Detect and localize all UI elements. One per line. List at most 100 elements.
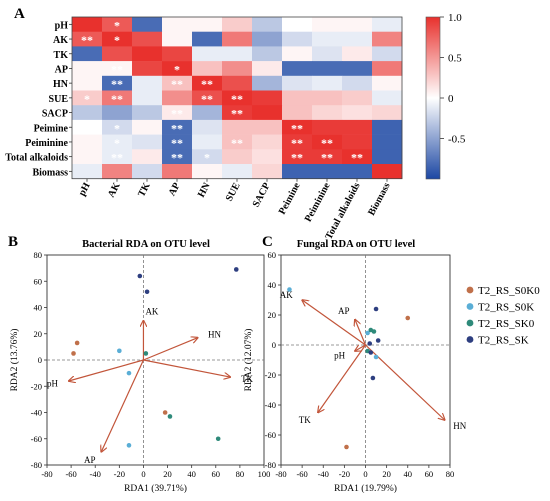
vector-arrow-ap: [101, 359, 144, 452]
significance-mark: **: [321, 151, 333, 165]
y-tick-label: -20: [31, 381, 42, 391]
sample-point-t2_rs_sk: [370, 375, 376, 381]
heatmap-cell: [192, 105, 223, 121]
sample-point-t2_rs_s0k0: [74, 340, 80, 346]
heatmap-cell: [372, 119, 403, 135]
sample-point-t2_rs_sk: [368, 350, 374, 355]
heatmap-cell: [102, 164, 133, 179]
heatmap-cell: [72, 90, 103, 106]
vector-arrow-tk: [143, 359, 230, 377]
significance-mark: **: [111, 151, 123, 165]
heatmap-cell: [192, 31, 223, 47]
legend-label: T2_RS_SK: [478, 335, 529, 347]
colorbar-gradient: [426, 17, 440, 179]
heatmap-cell: [312, 164, 343, 179]
heatmap-cell: [372, 17, 403, 32]
vector-arrow-tk: [318, 344, 366, 413]
heatmap-cell: [342, 90, 373, 106]
heatmap-cell: [222, 105, 253, 121]
vector-label-ph: pH: [47, 378, 59, 388]
heatmap-cell: [312, 17, 343, 32]
heatmap-cell: [252, 75, 283, 91]
heatmap-cell: [252, 149, 283, 165]
vector-label-tk: TK: [299, 415, 311, 425]
heatmap-cell: [162, 164, 193, 179]
significance-mark: *: [114, 121, 120, 135]
heatmap-cell: [342, 46, 373, 62]
heatmap-cell: [192, 17, 223, 32]
sample-point-t2_rs_s0k0: [71, 351, 76, 356]
heatmap-cell: [372, 134, 403, 150]
heatmap-cell: [342, 105, 373, 121]
significance-mark: **: [231, 136, 243, 150]
heatmap-cell: [222, 46, 253, 62]
heatmap-cell: [282, 61, 313, 77]
heatmap-cell: [222, 164, 253, 179]
vector-label-ap: AP: [338, 306, 350, 316]
correlation-heatmap: *** *** *** ** *** ** ** **** *** ** *** ** ** ** ****…: [5, 16, 403, 241]
heatmap-cell: [72, 134, 103, 150]
heatmap-cell: [312, 61, 343, 77]
sample-point-t2_rs_sk: [233, 267, 239, 272]
sample-point-t2_rs_sk: [137, 273, 143, 279]
vector-label-ak: AK: [280, 290, 293, 300]
heatmap-cell: [252, 31, 283, 47]
heatmap-cell: [162, 31, 193, 47]
plot-title: Fungal RDA on OTU level: [297, 239, 416, 250]
heatmap-cell: [372, 90, 403, 106]
row-label: Peimine: [34, 123, 69, 134]
heatmap-cell: [222, 17, 253, 32]
sample-point-t2_rs_sk0: [371, 329, 377, 334]
y-tick-label: -40: [265, 400, 276, 410]
heatmap-cell: [372, 164, 403, 179]
heatmap-cell: [252, 46, 283, 62]
colorbar-tick-label: 1.0: [448, 12, 462, 24]
col-label: AP: [167, 181, 183, 198]
heatmap-cell: [372, 105, 403, 121]
heatmap-cell: [372, 61, 403, 77]
vector-label-ap: AP: [84, 455, 96, 465]
row-label: AP: [55, 64, 68, 75]
significance-mark: **: [231, 92, 243, 106]
heatmap-cell: [282, 119, 313, 135]
heatmap-cell: [72, 149, 103, 165]
y-tick-label: 40: [268, 280, 277, 290]
x-tick-label: 60: [212, 469, 221, 479]
row-label: Biomass: [32, 167, 68, 178]
significance-mark: *: [84, 92, 90, 106]
sample-point-t2_rs_sk0: [167, 414, 173, 419]
heatmap-cell: [252, 17, 283, 32]
heatmap-cell: [222, 90, 253, 106]
heatmap-cell: [132, 119, 163, 135]
panel-label-a: A: [14, 6, 25, 22]
sample-point-t2_rs_sk0: [143, 351, 149, 356]
heatmap-cell: [162, 75, 193, 91]
heatmap-cell: [72, 105, 103, 121]
heatmap-cell: [192, 90, 223, 106]
heatmap-cell: [282, 46, 313, 62]
heatmap-cell: [162, 46, 193, 62]
y-tick-label: 60: [268, 250, 277, 260]
heatmap-cell: [162, 119, 193, 135]
legend-marker: [466, 336, 474, 343]
x-tick-label: 20: [163, 469, 172, 479]
heatmap-cell: [372, 31, 403, 47]
heatmap-cell: [102, 90, 133, 106]
significance-mark: **: [291, 136, 303, 150]
heatmap-cell: [72, 61, 103, 77]
bacterial-rda-plot: Bacterial RDA on OTU level -80 -60 -40 -20 0 2…: [9, 239, 270, 494]
sample-point-t2_rs_s0k0: [405, 315, 411, 321]
significance-mark: **: [111, 92, 123, 106]
significance-mark: *: [114, 18, 120, 32]
y-tick-label: -80: [265, 460, 276, 470]
y-tick-label: -20: [265, 370, 276, 380]
heatmap-cell: [282, 164, 313, 179]
x-tick-label: 80: [236, 469, 245, 479]
x-tick-label: 40: [187, 469, 196, 479]
significance-mark: **: [231, 107, 243, 121]
row-label: SACP: [42, 109, 68, 120]
heatmap-cell: [102, 105, 133, 121]
heatmap-cell: [282, 31, 313, 47]
heatmap-cell: [72, 119, 103, 135]
